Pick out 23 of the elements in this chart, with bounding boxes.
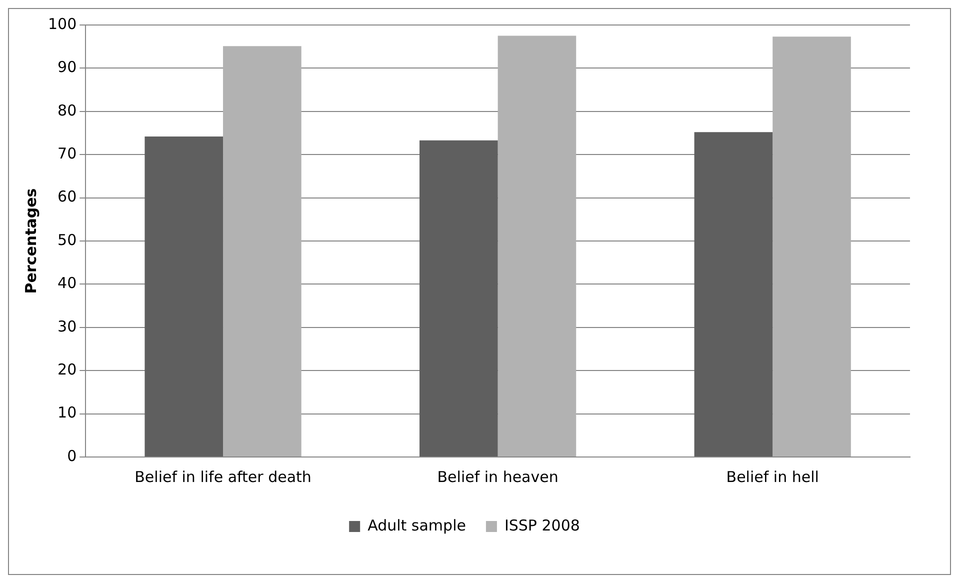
bar [498, 36, 576, 456]
y-tick-label: 60 [58, 188, 77, 206]
x-tick-label: Belief in life after death [134, 468, 312, 486]
y-tick-label: 80 [58, 101, 77, 120]
y-tick-label: 30 [58, 317, 77, 336]
bar [420, 140, 498, 456]
bar [772, 36, 851, 456]
legend-label: Adult sample [368, 516, 466, 534]
bar [223, 46, 302, 456]
y-tick-label: 20 [58, 360, 77, 378]
y-tick-label: 10 [58, 404, 77, 422]
y-tick-label: 50 [58, 230, 77, 249]
y-tick-label: 90 [58, 58, 77, 76]
y-tick-label: 70 [58, 144, 77, 162]
y-axis-title: Percentages [22, 188, 40, 294]
y-tick-label: 40 [58, 274, 77, 292]
x-tick-label: Belief in hell [726, 468, 819, 486]
legend-label: ISSP 2008 [504, 516, 580, 534]
bar [144, 136, 224, 456]
bar [694, 132, 773, 456]
y-tick-label: 0 [67, 446, 77, 465]
x-tick-label: Belief in heaven [437, 468, 558, 486]
y-tick-label: 100 [48, 14, 77, 33]
